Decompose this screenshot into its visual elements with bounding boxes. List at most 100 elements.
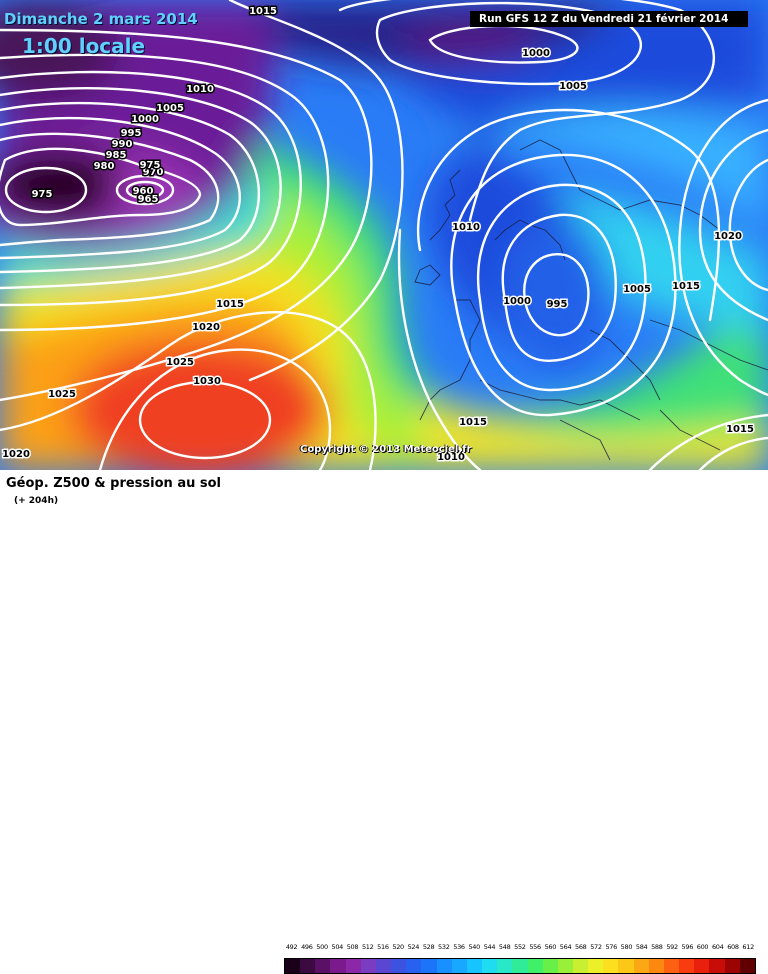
scale-swatch	[557, 959, 573, 973]
isobar-label: 1015	[216, 299, 244, 310]
scale-label: 492	[285, 943, 298, 951]
scale-label: 504	[331, 943, 344, 951]
scale-label: 596	[681, 943, 694, 951]
scale-swatch	[360, 959, 376, 973]
isobar-label: 975	[140, 160, 161, 171]
scale-swatch	[406, 959, 422, 973]
scale-label: 536	[453, 943, 465, 951]
isobar-label: 1015	[726, 424, 754, 435]
scale-label: 556	[529, 943, 541, 951]
scale-swatch	[603, 959, 619, 973]
scale-label: 576	[605, 943, 617, 951]
scale-swatch	[482, 959, 498, 973]
isobar-label: 1010	[186, 84, 214, 95]
scale-label: 580	[620, 943, 633, 951]
isobar-label: 985	[106, 150, 127, 161]
scale-swatch	[527, 959, 543, 973]
scale-label: 512	[361, 943, 374, 951]
scale-label: 604	[711, 943, 724, 951]
scale-swatch	[709, 959, 725, 973]
scale-swatch	[724, 959, 740, 973]
isobar-label: 995	[121, 128, 142, 139]
copyright-text: Copyright © 2013 Meteociel.fr	[300, 444, 472, 455]
scale-label: 608	[727, 943, 739, 951]
scale-label: 592	[666, 943, 678, 951]
scale-label: 508	[346, 943, 359, 951]
scale-swatch	[648, 959, 664, 973]
scale-swatch	[512, 959, 528, 973]
isobar-label: 1005	[156, 103, 184, 114]
scale-swatch	[663, 959, 680, 973]
scale-label: 496	[301, 943, 313, 951]
color-scale-labels: 492 496 500 504 508 512 516 520 524 528 532 536 540 5…	[284, 943, 756, 955]
isobar-label: 1000	[131, 114, 159, 125]
z500-color-field	[0, 0, 768, 470]
isobar-label: 1005	[623, 284, 651, 295]
scale-swatch	[285, 959, 301, 973]
isobar-label: 1030	[193, 376, 221, 387]
isobar-label: 1020	[2, 449, 30, 460]
scale-swatch	[618, 959, 634, 973]
scale-label: 568	[575, 943, 587, 951]
scale-swatch	[330, 959, 346, 973]
scale-swatch	[739, 959, 755, 973]
scale-label: 564	[559, 943, 572, 951]
scale-swatch	[451, 959, 467, 973]
isobar-label: 1025	[48, 389, 76, 400]
scale-swatch	[572, 959, 589, 973]
scale-label: 500	[316, 943, 328, 951]
isobar-label: 965	[138, 194, 159, 205]
run-banner: Run GFS 12 Z du Vendredi 21 février 2014	[470, 11, 748, 27]
forecast-offset: (+ 204h)	[14, 496, 59, 506]
scale-label: 532	[438, 943, 450, 951]
weather-map: 1015 1010 1005 1000 995 990 985 980 975 960 965 970…	[0, 0, 768, 470]
scale-label: 572	[590, 943, 602, 951]
scale-swatch	[436, 959, 452, 973]
scale-swatch	[694, 959, 710, 973]
isobar-label: 1015	[459, 417, 487, 428]
isobar-label: 1010	[437, 452, 465, 463]
isobar-label: 1020	[192, 322, 220, 333]
isobar-label: 960	[133, 186, 154, 197]
scale-label: 516	[377, 943, 389, 951]
isobar-label: 1000	[522, 48, 550, 59]
isobar-label: 1025	[166, 357, 194, 368]
isobar-label: 995	[547, 299, 568, 310]
color-scale-bar	[284, 958, 756, 974]
scale-swatch	[315, 959, 331, 973]
scale-label: 524	[407, 943, 420, 951]
forecast-date: Dimanche 2 mars 2014	[4, 10, 198, 28]
legend-footer: Géop. Z500 & pression au sol (+ 204h) 49…	[0, 470, 768, 974]
forecast-time: 1:00 locale	[22, 34, 146, 58]
scale-label: 588	[651, 943, 663, 951]
scale-label: 528	[422, 943, 435, 951]
coastlines	[414, 139, 768, 461]
scale-swatch	[391, 959, 407, 973]
scale-label: 520	[392, 943, 404, 951]
map-title: Géop. Z500 & pression au sol	[6, 476, 221, 491]
scale-label: 540	[468, 943, 480, 951]
scale-label: 552	[514, 943, 526, 951]
isobar-label: 1015	[249, 6, 277, 17]
isobar-label: 1000	[503, 296, 531, 307]
scale-swatch	[466, 959, 483, 973]
isobar-label: 1005	[559, 81, 587, 92]
scale-swatch	[542, 959, 558, 973]
scale-swatch	[421, 959, 437, 973]
scale-label: 612	[742, 943, 754, 951]
scale-swatch	[633, 959, 649, 973]
isobars	[0, 0, 768, 470]
scale-label: 548	[498, 943, 511, 951]
scale-label: 584	[635, 943, 648, 951]
isobar-label: 1020	[714, 231, 742, 242]
isobar-label: 1015	[672, 281, 700, 292]
scale-label: 544	[483, 943, 496, 951]
scale-swatch	[300, 959, 316, 973]
scale-swatch	[679, 959, 695, 973]
isobar-label: 970	[143, 167, 164, 178]
scale-swatch	[588, 959, 604, 973]
isobar-label: 1010	[452, 222, 480, 233]
isobar-label: 975	[32, 189, 53, 200]
